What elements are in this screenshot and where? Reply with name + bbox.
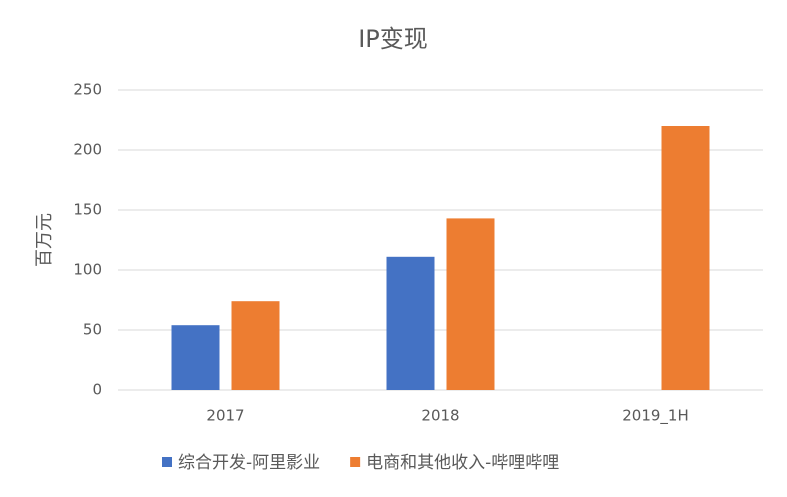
bar bbox=[661, 126, 710, 390]
legend-swatch bbox=[350, 457, 361, 467]
y-axis-label: 百万元 bbox=[34, 213, 55, 267]
chart-title: IP变现 bbox=[358, 25, 428, 53]
legend-label: 电商和其他收入-哔哩哔哩 bbox=[366, 453, 559, 473]
x-tick-label: 2019_1H bbox=[622, 407, 689, 426]
bar bbox=[446, 218, 495, 390]
y-tick-label: 150 bbox=[73, 201, 102, 219]
bar bbox=[171, 325, 220, 390]
legend-swatch bbox=[162, 457, 172, 467]
y-tick-label: 250 bbox=[73, 81, 102, 99]
x-tick-label: 2018 bbox=[421, 407, 459, 425]
y-tick-label: 50 bbox=[83, 321, 102, 339]
bar bbox=[386, 256, 435, 390]
y-tick-label: 0 bbox=[92, 381, 102, 399]
y-tick-label: 200 bbox=[73, 141, 102, 159]
x-tick-label: 2017 bbox=[206, 407, 244, 425]
y-tick-label: 100 bbox=[73, 261, 102, 279]
bar bbox=[231, 301, 280, 390]
legend-label: 综合开发-阿里影业 bbox=[178, 453, 320, 473]
